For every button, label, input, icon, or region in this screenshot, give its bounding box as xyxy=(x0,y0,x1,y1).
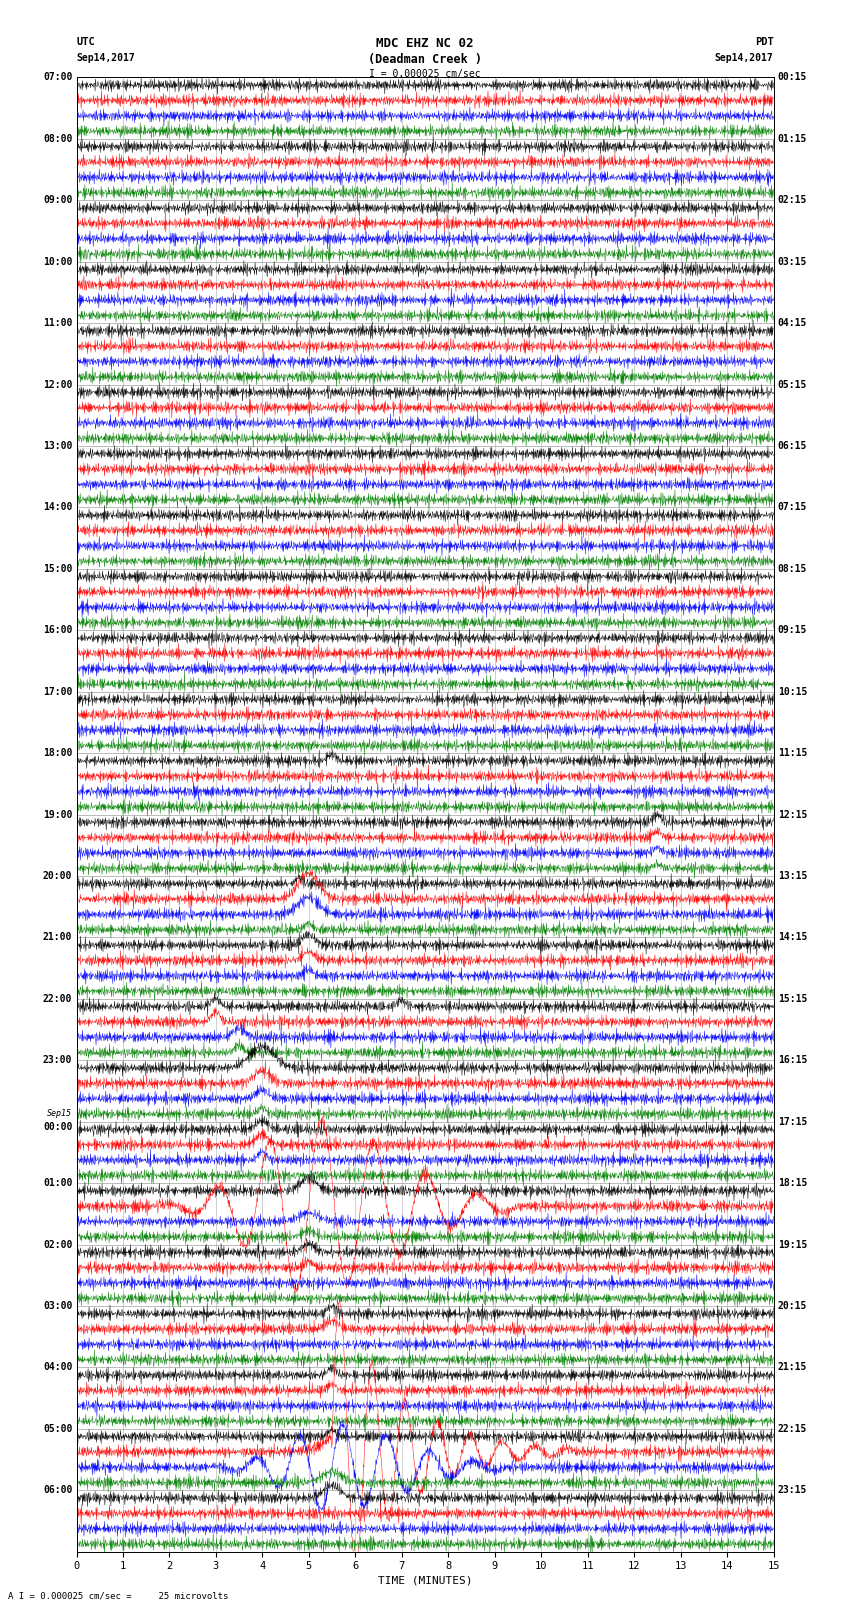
Text: 17:15: 17:15 xyxy=(778,1116,807,1127)
Text: 19:00: 19:00 xyxy=(42,810,72,819)
Text: 18:15: 18:15 xyxy=(778,1177,807,1189)
Text: 02:00: 02:00 xyxy=(42,1239,72,1250)
Text: 08:15: 08:15 xyxy=(778,565,807,574)
Text: Sep14,2017: Sep14,2017 xyxy=(76,53,135,63)
Text: 06:00: 06:00 xyxy=(42,1486,72,1495)
Text: 20:00: 20:00 xyxy=(42,871,72,881)
Text: 23:00: 23:00 xyxy=(42,1055,72,1065)
Text: 13:00: 13:00 xyxy=(42,440,72,452)
Text: (Deadman Creek ): (Deadman Creek ) xyxy=(368,53,482,66)
Text: 08:00: 08:00 xyxy=(42,134,72,144)
Text: UTC: UTC xyxy=(76,37,95,47)
Text: PDT: PDT xyxy=(755,37,774,47)
Text: 23:15: 23:15 xyxy=(778,1486,807,1495)
Text: MDC EHZ NC 02: MDC EHZ NC 02 xyxy=(377,37,473,50)
Text: 09:15: 09:15 xyxy=(778,626,807,636)
Text: 11:15: 11:15 xyxy=(778,748,807,758)
Text: 04:00: 04:00 xyxy=(42,1363,72,1373)
Text: 01:15: 01:15 xyxy=(778,134,807,144)
Text: 12:15: 12:15 xyxy=(778,810,807,819)
Text: Sep14,2017: Sep14,2017 xyxy=(715,53,774,63)
Text: 04:15: 04:15 xyxy=(778,318,807,327)
Text: 00:00: 00:00 xyxy=(42,1121,72,1132)
Text: 21:15: 21:15 xyxy=(778,1363,807,1373)
Text: 20:15: 20:15 xyxy=(778,1302,807,1311)
Text: 09:00: 09:00 xyxy=(42,195,72,205)
Text: 12:00: 12:00 xyxy=(42,379,72,390)
Text: 05:00: 05:00 xyxy=(42,1424,72,1434)
Text: 17:00: 17:00 xyxy=(42,687,72,697)
Text: 05:15: 05:15 xyxy=(778,379,807,390)
Text: 18:00: 18:00 xyxy=(42,748,72,758)
Text: 13:15: 13:15 xyxy=(778,871,807,881)
Text: 03:00: 03:00 xyxy=(42,1302,72,1311)
Text: 07:00: 07:00 xyxy=(42,73,72,82)
Text: I = 0.000025 cm/sec: I = 0.000025 cm/sec xyxy=(369,69,481,79)
Text: 15:00: 15:00 xyxy=(42,565,72,574)
Text: 02:15: 02:15 xyxy=(778,195,807,205)
Text: 00:15: 00:15 xyxy=(778,73,807,82)
Text: 06:15: 06:15 xyxy=(778,440,807,452)
Text: A I = 0.000025 cm/sec =     25 microvolts: A I = 0.000025 cm/sec = 25 microvolts xyxy=(8,1590,229,1600)
Text: 14:00: 14:00 xyxy=(42,502,72,513)
Text: 01:00: 01:00 xyxy=(42,1177,72,1189)
Text: 19:15: 19:15 xyxy=(778,1239,807,1250)
Text: 15:15: 15:15 xyxy=(778,994,807,1003)
Text: 07:15: 07:15 xyxy=(778,502,807,513)
Text: 10:15: 10:15 xyxy=(778,687,807,697)
Text: 03:15: 03:15 xyxy=(778,256,807,266)
Text: 10:00: 10:00 xyxy=(42,256,72,266)
Text: 22:00: 22:00 xyxy=(42,994,72,1003)
Text: 11:00: 11:00 xyxy=(42,318,72,327)
Text: Sep15: Sep15 xyxy=(48,1110,72,1118)
Text: 22:15: 22:15 xyxy=(778,1424,807,1434)
X-axis label: TIME (MINUTES): TIME (MINUTES) xyxy=(377,1576,473,1586)
Text: 14:15: 14:15 xyxy=(778,932,807,942)
Text: 16:15: 16:15 xyxy=(778,1055,807,1065)
Text: 16:00: 16:00 xyxy=(42,626,72,636)
Text: 21:00: 21:00 xyxy=(42,932,72,942)
